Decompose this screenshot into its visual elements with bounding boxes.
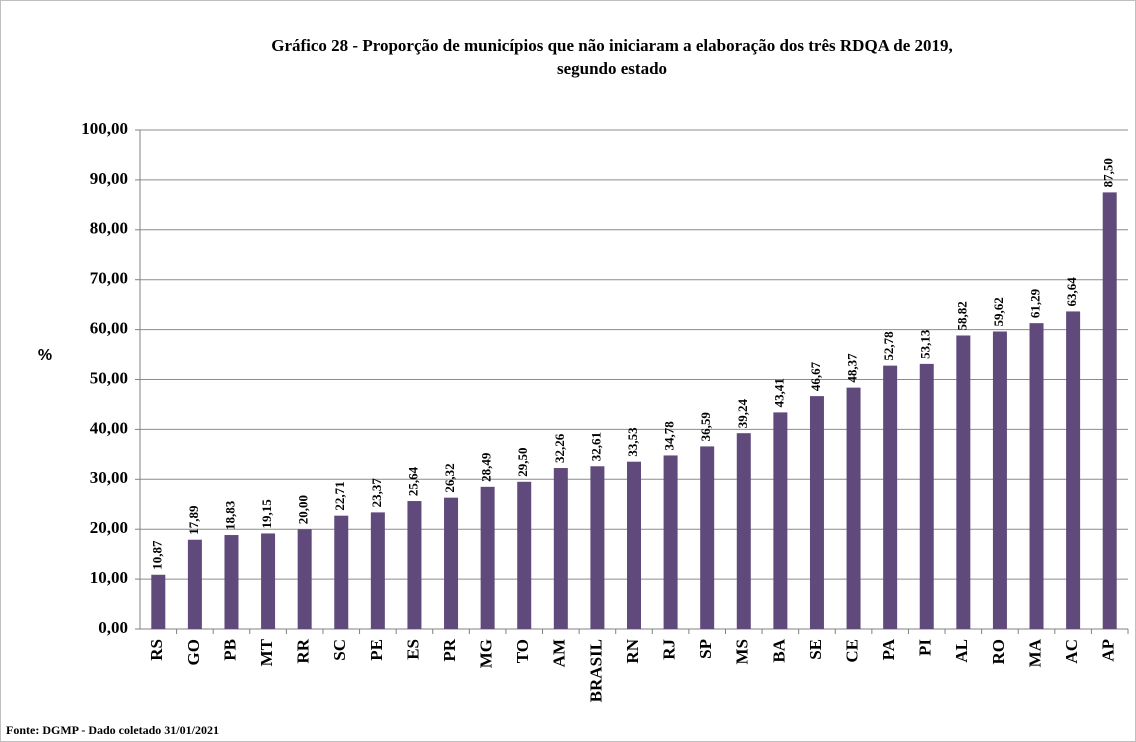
chart-title: Gráfico 28 - Proporção de municípios que… xyxy=(271,36,953,55)
x-tick-label: MG xyxy=(477,639,496,668)
x-tick-label: BA xyxy=(769,638,788,662)
source-note: Fonte: DGMP - Dado coletado 31/01/2021 xyxy=(6,723,219,737)
bar xyxy=(663,455,678,629)
bar xyxy=(480,486,495,629)
data-label: 58,82 xyxy=(954,301,969,330)
bar xyxy=(1066,311,1081,629)
x-tick-label: BRASIL xyxy=(586,639,605,702)
data-label: 18,83 xyxy=(222,500,237,530)
bar xyxy=(407,501,422,629)
x-tick-label: CE xyxy=(842,639,861,663)
data-label: 32,26 xyxy=(552,433,567,463)
x-tick-label: RS xyxy=(147,639,166,661)
data-label: 61,29 xyxy=(1028,288,1043,318)
data-label: 20,00 xyxy=(296,495,311,524)
data-label: 22,71 xyxy=(332,481,347,510)
y-tick-label: 100,00 xyxy=(81,119,128,138)
data-label: 10,87 xyxy=(149,540,164,570)
bar xyxy=(773,412,788,629)
x-tick-label: TO xyxy=(513,639,532,663)
data-label: 48,37 xyxy=(845,353,860,383)
bar xyxy=(553,468,568,629)
bar xyxy=(297,529,312,629)
x-tick-label: RO xyxy=(989,639,1008,665)
x-tick-label: AP xyxy=(1099,639,1118,662)
x-tick-label: PE xyxy=(367,639,386,661)
bar xyxy=(700,446,715,629)
data-label: 63,64 xyxy=(1064,277,1079,307)
data-label: 39,24 xyxy=(735,398,750,428)
bar xyxy=(151,574,166,629)
bar xyxy=(261,533,276,629)
bar xyxy=(883,365,898,629)
x-tick-label: RJ xyxy=(659,639,678,660)
y-tick-label: 40,00 xyxy=(90,418,128,437)
x-tick-label: MS xyxy=(733,639,752,665)
x-tick-label: SE xyxy=(806,639,825,660)
chart-title: segundo estado xyxy=(557,59,667,78)
y-axis-label: % xyxy=(38,347,52,364)
bar xyxy=(919,363,934,629)
data-label: 43,41 xyxy=(771,378,786,407)
bar xyxy=(517,481,532,629)
bar xyxy=(1102,192,1117,629)
data-label: 32,61 xyxy=(588,432,603,461)
data-label: 29,50 xyxy=(515,448,530,477)
x-tick-label: ES xyxy=(403,639,422,660)
x-tick-label: MT xyxy=(257,638,276,666)
data-label: 87,50 xyxy=(1101,158,1116,187)
data-label: 25,64 xyxy=(405,466,420,496)
x-tick-label: PB xyxy=(220,639,239,661)
data-label: 53,13 xyxy=(918,329,933,359)
bar xyxy=(846,387,861,629)
x-tick-label: SC xyxy=(330,639,349,661)
data-label: 28,49 xyxy=(479,452,494,482)
bar xyxy=(334,515,349,629)
x-tick-label: RN xyxy=(623,638,642,663)
y-tick-label: 60,00 xyxy=(90,319,128,338)
y-tick-label: 70,00 xyxy=(90,269,128,288)
data-label: 23,37 xyxy=(369,478,384,508)
y-tick-label: 50,00 xyxy=(90,368,128,387)
data-label: 26,32 xyxy=(442,463,457,492)
y-tick-label: 0,00 xyxy=(98,618,128,637)
x-tick-label: PI xyxy=(916,639,935,656)
x-tick-label: RR xyxy=(294,638,313,663)
bar xyxy=(992,331,1007,629)
bar xyxy=(370,512,385,629)
x-tick-label: PA xyxy=(879,638,898,660)
bar xyxy=(1029,323,1044,629)
bar xyxy=(444,497,459,629)
bar xyxy=(187,539,202,629)
bar xyxy=(627,461,641,629)
y-tick-label: 30,00 xyxy=(90,468,128,487)
y-tick-label: 90,00 xyxy=(90,169,128,188)
bar xyxy=(590,466,605,629)
x-tick-label: PR xyxy=(440,638,459,661)
bar xyxy=(809,396,824,629)
x-tick-label: AM xyxy=(550,639,569,667)
data-label: 59,62 xyxy=(991,297,1006,326)
data-label: 52,78 xyxy=(881,331,896,361)
data-label: 34,78 xyxy=(662,421,677,451)
x-tick-label: GO xyxy=(184,639,203,665)
y-tick-label: 20,00 xyxy=(90,518,128,537)
data-label: 36,59 xyxy=(698,412,713,442)
data-label: 33,53 xyxy=(625,427,640,457)
x-tick-label: AC xyxy=(1062,639,1081,664)
bar xyxy=(736,433,751,629)
x-tick-label: AL xyxy=(952,639,971,663)
data-label: 46,67 xyxy=(808,361,823,391)
data-label: 17,89 xyxy=(186,505,201,535)
data-label: 19,15 xyxy=(259,499,274,529)
x-tick-label: MA xyxy=(1025,638,1044,667)
x-tick-label: SP xyxy=(696,639,715,659)
bar xyxy=(956,335,971,629)
y-tick-label: 80,00 xyxy=(90,219,128,238)
y-tick-label: 10,00 xyxy=(90,568,128,587)
bar xyxy=(224,535,239,629)
